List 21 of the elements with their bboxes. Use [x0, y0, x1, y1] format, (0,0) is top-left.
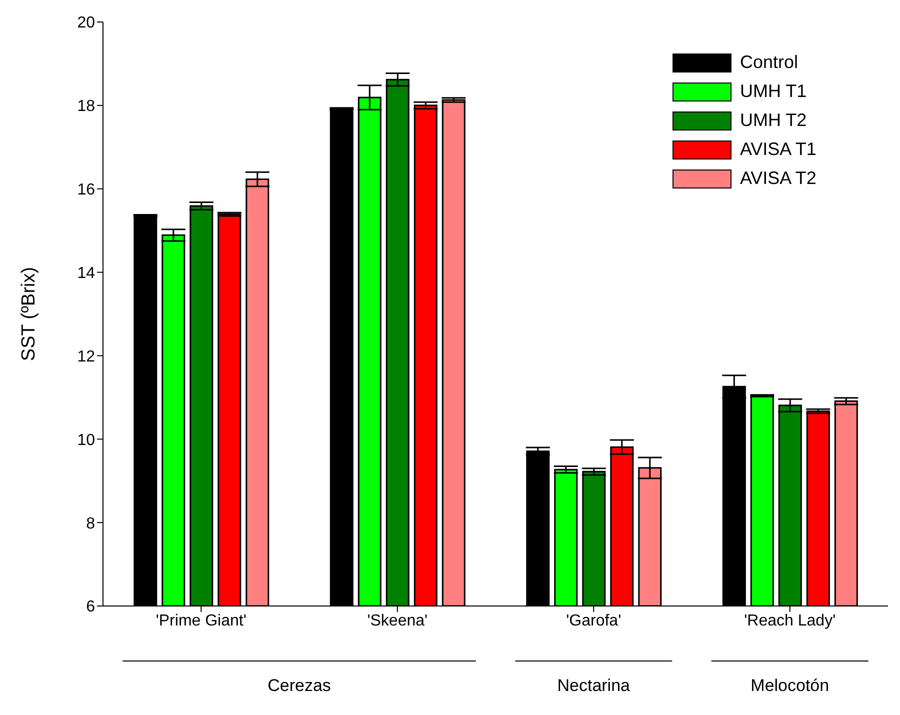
y-tick-label: 12 [77, 348, 96, 366]
y-tick-label: 16 [77, 182, 96, 199]
y-tick-label: 10 [77, 432, 96, 449]
x-tick-label: 'Reach Lady' [744, 612, 836, 630]
y-axis-title: SST (ºBrix) [18, 266, 40, 362]
y-tick-label: 20 [77, 14, 96, 32]
legend-label: AVISA T2 [740, 168, 816, 189]
text: Melocotón [750, 676, 830, 695]
y-tick-label: 8 [86, 515, 96, 532]
legend-label: AVISA T1 [740, 139, 816, 160]
x-tick-label: 'Garofa' [566, 612, 622, 630]
legend-label: UMH T1 [740, 81, 807, 102]
y-tick-label: 6 [86, 598, 96, 616]
legend-label: UMH T2 [740, 110, 807, 131]
legend-label: Control [740, 52, 798, 73]
text: Cerezas [268, 676, 331, 695]
x-tick-label: 'Prime Giant' [156, 612, 246, 630]
y-tick-label: 18 [77, 98, 96, 116]
x-tick-label: 'Skeena' [367, 612, 428, 630]
y-tick-label: 14 [77, 264, 96, 282]
text: Nectarina [557, 676, 631, 695]
